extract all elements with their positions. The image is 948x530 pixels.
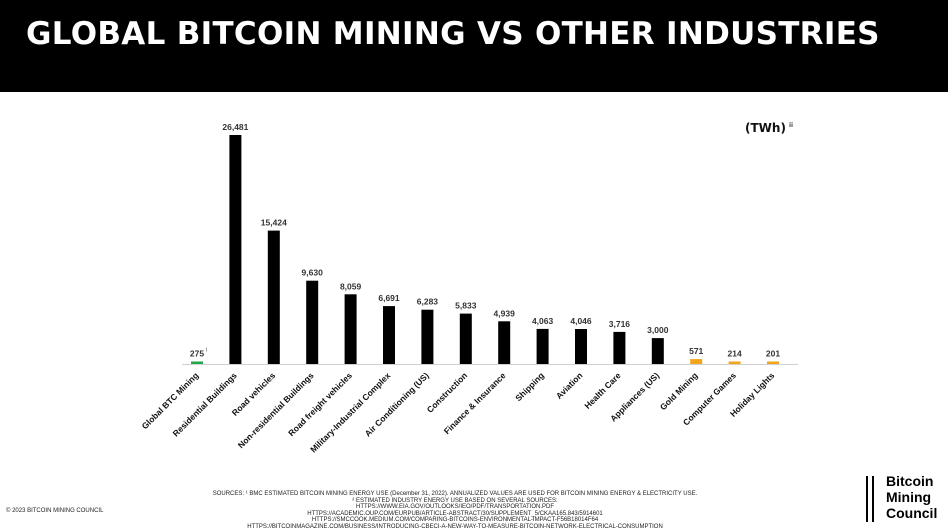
bitcoin-mining-council-logo: Bitcoin Mining Council <box>866 473 946 525</box>
value-label-residential-buildings: 26,481 <box>222 122 248 132</box>
copyright-text: © 2023 BITCOIN MINING COUNCIL <box>6 508 103 514</box>
sources-note: SOURCES: ¹ BMC ESTIMATED BITCOIN MINING … <box>160 491 750 530</box>
bar-global-btc-mining <box>191 362 203 365</box>
category-label-aviation: Aviation <box>554 370 585 401</box>
bar-air-conditioning-us <box>421 310 433 364</box>
bar-gold-mining <box>690 359 702 364</box>
category-label-shipping: Shipping <box>513 370 546 403</box>
category-label-road-freight-vehicles: Road freight vehicles <box>286 370 354 438</box>
value-label-appliances-us: 3,000 <box>647 325 669 335</box>
value-label-shipping: 4,063 <box>532 316 554 326</box>
bar-finance-insurance <box>498 321 510 364</box>
category-label-military-industrial-complex: Military-Industrial Complex <box>308 370 392 454</box>
logo-text: Bitcoin Mining Council <box>886 473 937 521</box>
bar-aviation <box>575 329 587 364</box>
bar-residential-buildings <box>229 135 241 364</box>
value-label-computer-games: 214 <box>728 349 742 359</box>
value-label-road-vehicles: 15,424 <box>261 218 287 228</box>
logo-bars-icon <box>866 476 875 522</box>
bar-non-residential-buildings <box>306 281 318 364</box>
bars-group <box>191 135 779 364</box>
value-label-health-care: 3,716 <box>609 319 631 329</box>
category-label-air-conditioning-us: Air Conditioning (US) <box>363 370 431 438</box>
logo-line: Council <box>886 505 937 521</box>
value-note-global-btc-mining: i <box>206 348 207 354</box>
bar-road-freight-vehicles <box>345 294 357 364</box>
source-line: SOURCES: ¹ BMC ESTIMATED BITCOIN MINING … <box>160 491 750 498</box>
category-label-health-care: Health Care <box>582 370 623 411</box>
bar-holiday-lights <box>767 362 779 365</box>
bar-construction <box>460 314 472 364</box>
value-label-finance-insurance: 4,939 <box>494 308 516 318</box>
logo-line: Mining <box>886 489 937 505</box>
value-label-non-residential-buildings: 9,630 <box>302 268 324 278</box>
bar-appliances-us <box>652 338 664 364</box>
bar-health-care <box>613 332 625 364</box>
value-label-aviation: 4,046 <box>570 316 592 326</box>
value-label-road-freight-vehicles: 8,059 <box>340 281 362 291</box>
value-label-global-btc-mining: 275 <box>190 349 204 359</box>
bar-shipping <box>537 329 549 364</box>
logo-line: Bitcoin <box>886 473 937 489</box>
bar-computer-games <box>729 362 741 365</box>
value-label-holiday-lights: 201 <box>766 349 780 359</box>
category-label-non-residential-buildings: Non-residential Buildings <box>236 370 316 450</box>
value-label-military-industrial-complex: 6,691 <box>378 293 400 303</box>
bar-military-industrial-complex <box>383 306 395 364</box>
value-label-construction: 5,833 <box>455 301 477 311</box>
source-link[interactable]: HTTPS://BITCOINMAGAZINE.COM/BUSINESS/INT… <box>160 524 750 530</box>
category-label-gold-mining: Gold Mining <box>658 370 700 412</box>
category-label-residential-buildings: Residential Buildings <box>171 370 239 438</box>
value-label-gold-mining: 571 <box>689 346 703 356</box>
bar-road-vehicles <box>268 231 280 364</box>
value-label-air-conditioning-us: 6,283 <box>417 297 439 307</box>
